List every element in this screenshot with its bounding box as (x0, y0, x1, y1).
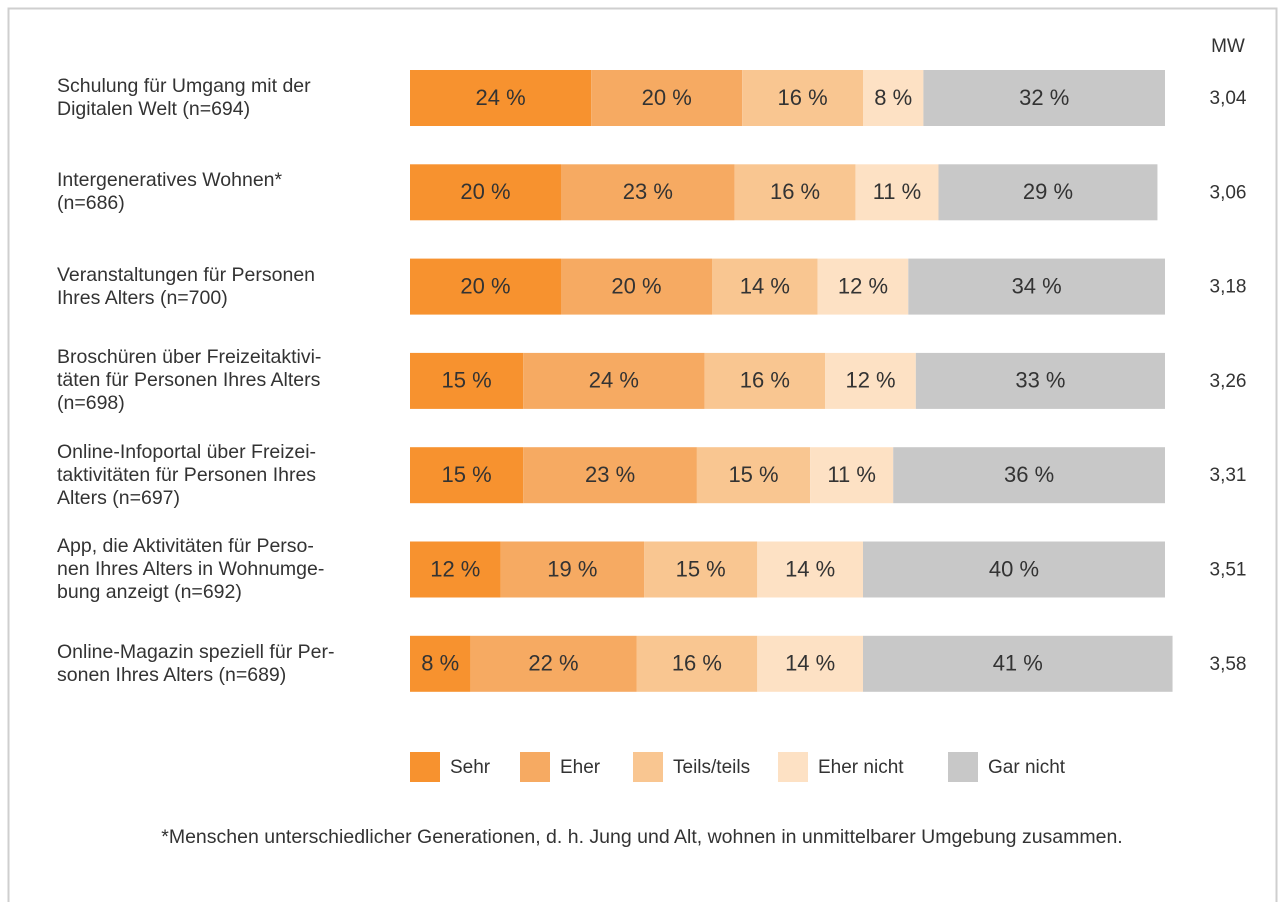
bar-segment (410, 164, 561, 221)
value-label: 41 % (993, 651, 1043, 676)
bar-segment (908, 258, 1165, 315)
bar-segment (893, 447, 1165, 504)
bar-segment (817, 258, 909, 315)
value-label: 20 % (460, 273, 510, 298)
legend-swatch (520, 752, 550, 782)
bar-segment (712, 258, 818, 315)
bar-segment (591, 70, 743, 126)
value-label: 16 % (672, 651, 722, 676)
category-label: App, die Aktivitäten für Perso- nen Ihre… (57, 535, 325, 603)
legend-label: Gar nicht (988, 757, 1066, 778)
bar-segment (644, 541, 758, 598)
bar-segment (696, 447, 811, 504)
value-label: 23 % (623, 179, 673, 204)
category-label: Online-Magazin speziell für Per- sonen I… (57, 640, 335, 686)
bar-segment (923, 70, 1165, 126)
bar-segment (742, 70, 863, 126)
category-label: Online-Infoportal über Freizei- taktivit… (57, 440, 317, 509)
bar-segment (636, 635, 758, 692)
bar-segment (810, 447, 894, 504)
footnote: *Menschen unterschiedlicher Generationen… (161, 826, 1122, 848)
value-label: 12 % (838, 273, 888, 298)
value-label: 23 % (585, 462, 635, 487)
category-label: Intergeneratives Wohnen* (n=686) (57, 169, 283, 215)
value-label: 36 % (1004, 462, 1054, 487)
bar-segment (410, 447, 524, 504)
value-label: 8 % (874, 85, 912, 110)
value-label: 16 % (770, 179, 820, 204)
value-label: 24 % (589, 368, 639, 393)
value-label: 15 % (676, 556, 726, 581)
legend-swatch (948, 752, 978, 782)
mw-value: 3,31 (1210, 465, 1247, 486)
value-label: 24 % (476, 85, 526, 110)
bar-segment (734, 164, 856, 221)
value-label: 15 % (728, 462, 778, 487)
bar-segment (938, 164, 1158, 221)
value-label: 32 % (1019, 85, 1069, 110)
value-label: 34 % (1012, 273, 1062, 298)
legend-label: Eher (560, 757, 601, 778)
value-label: 8 % (421, 651, 459, 676)
bar-segment (410, 635, 471, 692)
value-label: 20 % (460, 179, 510, 204)
value-label: 11 % (827, 462, 876, 487)
legend-label: Eher nicht (818, 757, 904, 778)
category-label: Veranstaltungen für Personen Ihres Alter… (57, 263, 316, 309)
bar-segment (863, 541, 1165, 598)
bar-segment (500, 541, 645, 598)
category-label: Schulung für Umgang mit der Digitalen We… (57, 75, 311, 120)
bar-segment (523, 447, 697, 504)
bar-segment (757, 635, 863, 692)
value-label: 16 % (740, 368, 790, 393)
bar-segment (523, 352, 705, 409)
legend-label: Teils/teils (673, 757, 750, 778)
value-label: 14 % (785, 556, 835, 581)
value-label: 20 % (611, 273, 661, 298)
mw-value: 3,26 (1210, 371, 1247, 392)
mw-header: MW (1211, 36, 1245, 57)
value-label: 16 % (778, 85, 828, 110)
legend-swatch (633, 752, 663, 782)
mw-value: 3,04 (1210, 88, 1247, 109)
bar-segment (470, 635, 637, 692)
value-label: 14 % (785, 651, 835, 676)
value-label: 12 % (430, 556, 480, 581)
bar-segment (915, 352, 1165, 409)
value-label: 11 % (873, 179, 922, 204)
mw-value: 3,18 (1210, 277, 1247, 298)
legend-label: Sehr (450, 757, 491, 778)
value-label: 33 % (1015, 368, 1065, 393)
legend-swatch (410, 752, 440, 782)
bar-segment (704, 352, 826, 409)
category-label: Broschüren über Freizeitaktivi- täten fü… (57, 346, 322, 415)
value-label: 22 % (528, 651, 578, 676)
mw-value: 3,58 (1210, 654, 1247, 675)
value-label: 29 % (1023, 179, 1073, 204)
bar-segment (863, 70, 924, 126)
bar-segment (561, 258, 712, 315)
bar-segment (410, 541, 501, 598)
bar-segment (757, 541, 863, 598)
bar-segment (825, 352, 916, 409)
bar-segment (410, 352, 524, 409)
bar-segment (561, 164, 735, 221)
value-label: 12 % (845, 368, 895, 393)
value-label: 20 % (642, 85, 692, 110)
bar-segment (863, 635, 1173, 692)
bar-segment (410, 70, 592, 126)
legend-swatch (778, 752, 808, 782)
value-label: 15 % (442, 368, 492, 393)
value-label: 14 % (740, 273, 790, 298)
value-label: 19 % (547, 556, 597, 581)
bar-segment (410, 258, 561, 315)
bar-segment (855, 164, 939, 221)
mw-value: 3,51 (1210, 560, 1247, 581)
mw-value: 3,06 (1210, 182, 1247, 203)
frame (7, 7, 1278, 902)
value-label: 40 % (989, 556, 1039, 581)
value-label: 15 % (442, 462, 492, 487)
